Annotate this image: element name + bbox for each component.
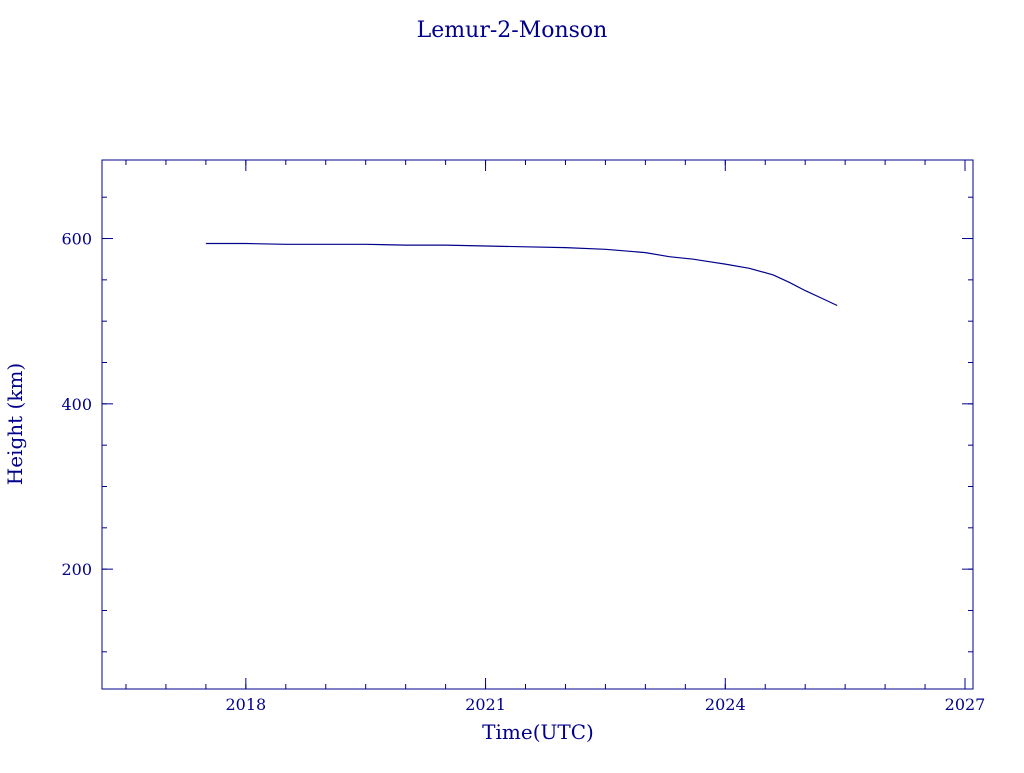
x-axis-ticks: 2018 2021 2024 2027	[125, 160, 986, 714]
series-layer	[205, 242, 838, 307]
chart-title: Lemur-2-Monson	[417, 18, 608, 43]
y-axis-label: Height (km)	[3, 363, 27, 485]
x-tick-label: 2024	[705, 695, 746, 714]
series-line	[205, 242, 838, 307]
x-tick-label: 2021	[465, 695, 506, 714]
y-tick-label: 200	[61, 560, 92, 579]
y-tick-label: 400	[61, 395, 92, 414]
plot-frame	[101, 159, 974, 690]
x-tick-label: 2018	[225, 695, 266, 714]
x-axis-label: Time(UTC)	[482, 720, 594, 744]
y-tick-label: 600	[61, 230, 92, 249]
x-tick-label: 2027	[945, 695, 986, 714]
y-axis-ticks: 200 400 600	[61, 196, 973, 653]
